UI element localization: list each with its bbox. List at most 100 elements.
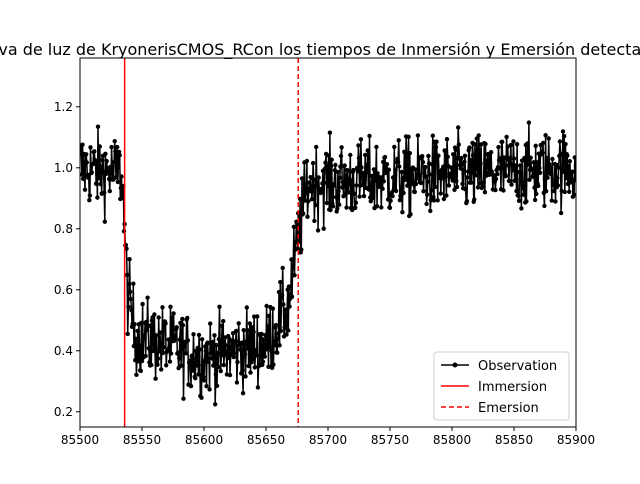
observation-point bbox=[454, 178, 459, 184]
y-tick-label: 0.2 bbox=[54, 405, 73, 419]
observation-point bbox=[324, 200, 329, 206]
observation-point bbox=[289, 294, 295, 299]
observation-point bbox=[386, 167, 391, 172]
observation-point bbox=[238, 347, 243, 352]
observation-point bbox=[412, 189, 417, 195]
observation-point bbox=[528, 155, 533, 160]
observation-point bbox=[291, 224, 297, 229]
observation-point bbox=[496, 144, 501, 150]
observation-point bbox=[126, 304, 131, 310]
y-tick-label: 0.6 bbox=[54, 283, 73, 297]
observation-point bbox=[555, 183, 561, 188]
observation-point bbox=[208, 350, 213, 356]
observation-point bbox=[381, 159, 386, 165]
observation-point bbox=[548, 171, 553, 177]
observation-point bbox=[252, 314, 257, 319]
observation-point bbox=[364, 169, 369, 175]
observation-point bbox=[561, 169, 566, 174]
observation-point bbox=[313, 203, 318, 208]
observation-point bbox=[243, 374, 248, 379]
observation-point bbox=[275, 350, 280, 355]
observation-point bbox=[362, 177, 367, 182]
observation-point bbox=[434, 139, 439, 144]
observation-point bbox=[445, 154, 450, 159]
observation-point bbox=[92, 149, 97, 154]
observation-point bbox=[303, 190, 308, 195]
observation-point bbox=[327, 130, 333, 135]
observation-point bbox=[180, 323, 186, 328]
observation-point bbox=[234, 328, 239, 334]
observation-point bbox=[309, 197, 315, 202]
observation-point bbox=[88, 145, 93, 150]
observation-point bbox=[570, 169, 575, 174]
observation-point bbox=[526, 159, 531, 164]
observation-point bbox=[524, 199, 529, 204]
observation-point bbox=[396, 138, 401, 143]
observation-point bbox=[390, 193, 395, 199]
observation-point bbox=[261, 337, 266, 342]
legend-observation-label: Observation bbox=[478, 359, 557, 374]
observation-point bbox=[377, 184, 382, 189]
observation-point bbox=[151, 340, 156, 346]
observation-point bbox=[202, 358, 207, 364]
observation-point bbox=[311, 177, 316, 182]
observation-point bbox=[177, 337, 182, 342]
observation-point bbox=[205, 340, 210, 345]
observation-point bbox=[506, 178, 512, 184]
observation-point bbox=[340, 179, 346, 185]
observation-point bbox=[397, 164, 402, 169]
observation-point bbox=[370, 195, 375, 201]
observation-point bbox=[229, 338, 234, 343]
y-tick-label: 0.4 bbox=[54, 344, 73, 358]
observation-point bbox=[565, 153, 570, 158]
observation-point bbox=[500, 139, 505, 144]
observation-point bbox=[560, 151, 565, 156]
observation-point bbox=[195, 363, 200, 368]
observation-point bbox=[254, 353, 259, 358]
observation-point bbox=[521, 192, 527, 197]
observation-point bbox=[266, 313, 272, 318]
observation-point bbox=[246, 363, 251, 369]
observation-point bbox=[82, 187, 88, 192]
observation-point bbox=[215, 350, 220, 356]
observation-point bbox=[287, 304, 292, 309]
observation-point bbox=[178, 363, 184, 368]
observation-point bbox=[308, 175, 313, 180]
observation-point bbox=[502, 163, 507, 168]
observation-point bbox=[449, 172, 455, 177]
observation-point bbox=[183, 351, 189, 356]
observation-point bbox=[367, 133, 372, 139]
observation-point bbox=[131, 281, 136, 286]
observation-point bbox=[284, 307, 290, 312]
observation-point bbox=[144, 328, 150, 333]
observation-point bbox=[459, 155, 464, 161]
observation-point bbox=[415, 176, 420, 181]
observation-point bbox=[226, 355, 231, 360]
observation-point bbox=[374, 204, 380, 209]
observation-point bbox=[508, 155, 513, 161]
observation-point bbox=[511, 139, 516, 144]
observation-point bbox=[103, 151, 108, 156]
observation-point bbox=[357, 194, 362, 199]
observation-point bbox=[366, 187, 372, 192]
observation-point bbox=[199, 337, 205, 342]
observation-point bbox=[161, 345, 166, 350]
observation-point bbox=[472, 142, 478, 147]
observation-point bbox=[509, 182, 514, 187]
observation-point bbox=[531, 173, 536, 178]
observation-point bbox=[446, 183, 452, 188]
observation-point bbox=[358, 137, 364, 142]
observation-point bbox=[480, 184, 486, 190]
legend: Observation Immersion Emersion bbox=[433, 351, 570, 421]
observation-point bbox=[415, 133, 421, 138]
observation-point bbox=[399, 185, 404, 190]
observation-point bbox=[244, 339, 249, 344]
observation-point bbox=[338, 153, 344, 159]
observation-point bbox=[153, 376, 158, 381]
observation-point bbox=[216, 364, 221, 370]
x-tick-label: 85550 bbox=[123, 433, 161, 447]
observation-point bbox=[426, 153, 431, 159]
observation-point bbox=[156, 315, 161, 320]
observation-point bbox=[89, 170, 95, 175]
observation-point bbox=[537, 165, 542, 171]
